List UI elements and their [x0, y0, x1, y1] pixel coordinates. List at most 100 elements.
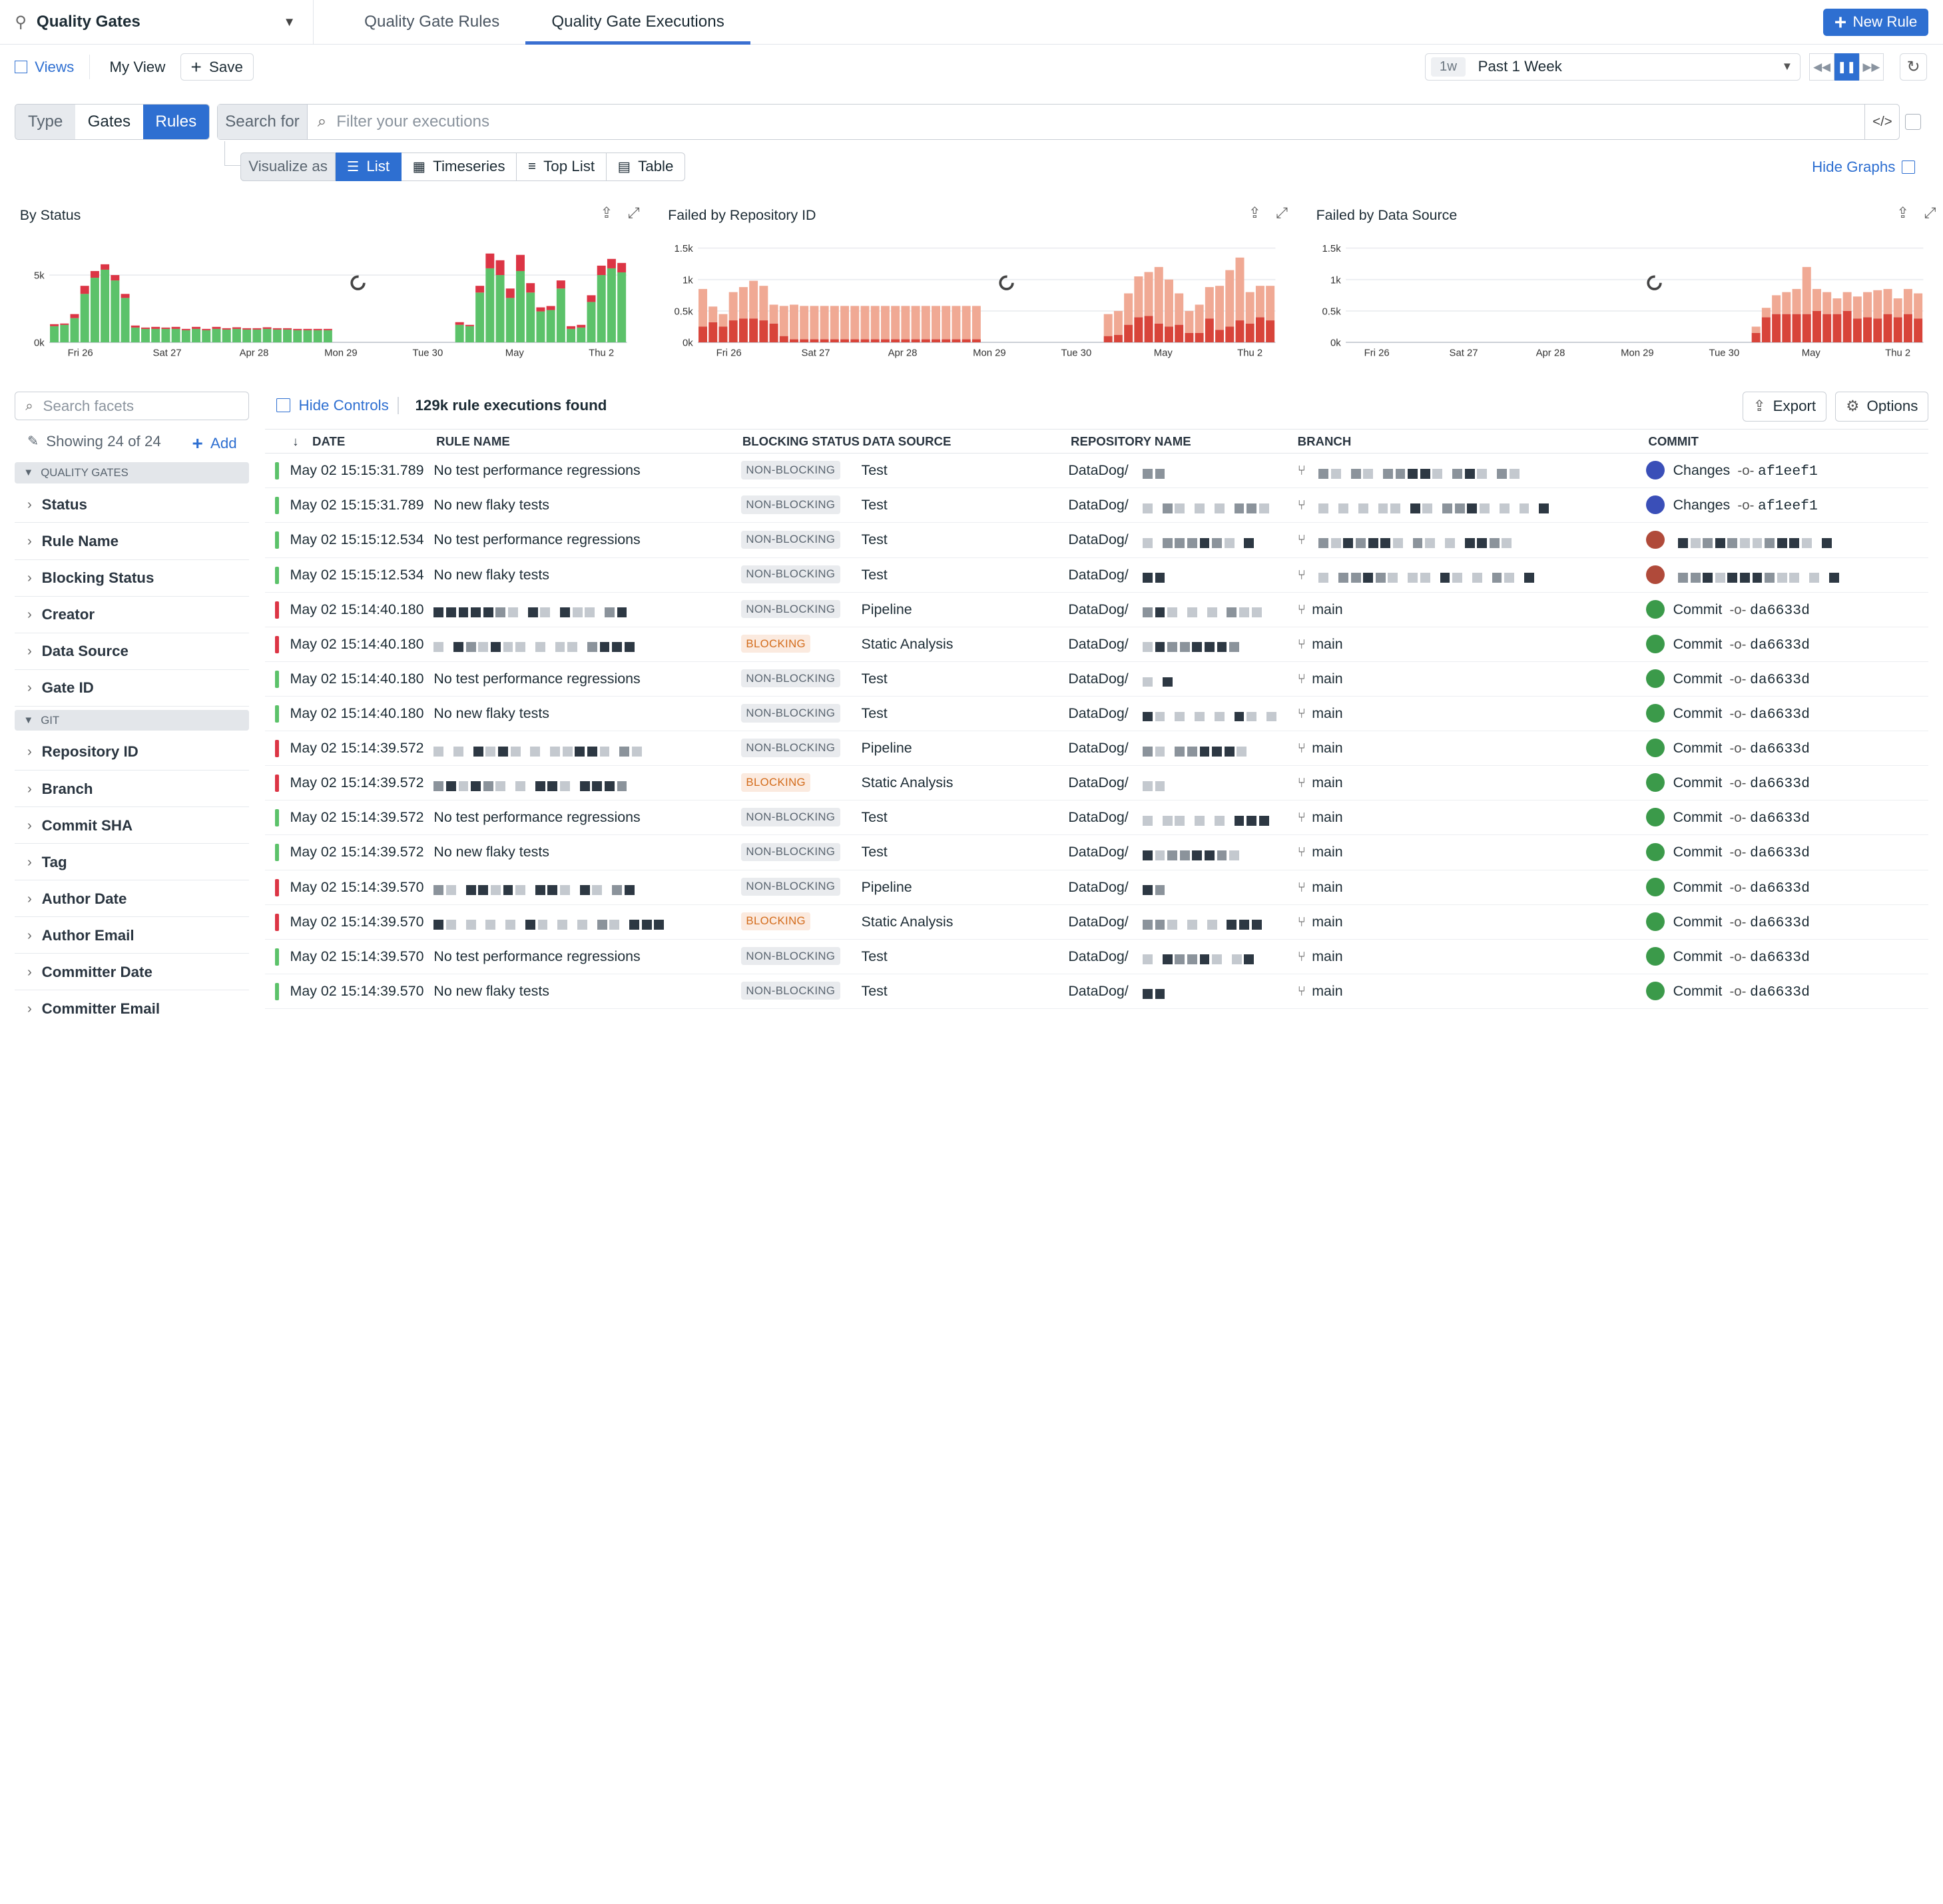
table-row[interactable]: May 02 15:15:12.534 No test performance r… — [265, 523, 1928, 558]
bar[interactable] — [931, 305, 940, 339]
bar[interactable] — [860, 305, 870, 339]
bar[interactable] — [141, 327, 150, 329]
type-option-rules[interactable]: Rules — [142, 105, 209, 140]
bar[interactable] — [769, 304, 778, 324]
bar[interactable] — [475, 285, 485, 292]
quality-gates-selector[interactable]: ⚲ Quality Gates ▼ — [0, 0, 314, 45]
bar[interactable] — [1842, 310, 1852, 342]
bar[interactable] — [587, 294, 596, 302]
bar[interactable] — [738, 286, 748, 318]
facet-item[interactable]: › Author Email — [15, 918, 250, 954]
bar[interactable] — [1792, 288, 1801, 314]
bar[interactable] — [212, 328, 221, 342]
bar[interactable] — [617, 272, 627, 342]
bar[interactable] — [759, 285, 768, 320]
bar[interactable] — [1195, 304, 1204, 333]
bar[interactable] — [536, 311, 545, 342]
bar[interactable] — [182, 328, 191, 330]
bar[interactable] — [962, 305, 971, 339]
bar[interactable] — [182, 330, 191, 342]
bar[interactable] — [485, 253, 495, 268]
bar[interactable] — [546, 310, 555, 342]
bar[interactable] — [810, 338, 819, 342]
bar[interactable] — [952, 338, 961, 342]
table-row[interactable]: May 02 15:14:40.180 NON-BLOCKING Pipeline D… — [265, 592, 1928, 627]
bar[interactable] — [1185, 332, 1194, 342]
facet-item[interactable]: › Tag — [15, 844, 250, 881]
hide-graphs-button[interactable]: Hide Graphs — [1812, 159, 1916, 176]
bar[interactable] — [1893, 298, 1902, 317]
bar[interactable] — [222, 328, 232, 330]
bar[interactable] — [1822, 314, 1832, 342]
bar[interactable] — [161, 328, 170, 342]
table-row[interactable]: May 02 15:15:31.789 No new flaky tests NON… — [265, 488, 1928, 523]
bar[interactable] — [779, 305, 788, 336]
bar[interactable] — [516, 270, 525, 342]
bar[interactable] — [1265, 285, 1274, 320]
facet-search-input[interactable]: ⌕ Search facets — [15, 392, 250, 420]
facet-item[interactable]: › Blocking Status — [15, 561, 250, 597]
new-rule-button[interactable]: + New Rule — [1822, 9, 1929, 36]
bar[interactable] — [597, 274, 607, 342]
column-branch[interactable]: BRANCH — [1297, 434, 1352, 449]
bar[interactable] — [121, 293, 130, 298]
bar[interactable] — [262, 327, 272, 329]
bar[interactable] — [252, 328, 262, 330]
rewind-icon[interactable]: ◀◀ — [1809, 53, 1834, 81]
bar[interactable] — [972, 338, 981, 342]
bar[interactable] — [1123, 293, 1133, 325]
bar[interactable] — [192, 328, 201, 342]
bar[interactable] — [901, 305, 910, 339]
bar[interactable] — [890, 338, 900, 342]
bar[interactable] — [830, 305, 839, 339]
bar[interactable] — [111, 274, 120, 280]
column-rule-name[interactable]: RULE NAME — [436, 434, 510, 449]
bar[interactable] — [779, 336, 788, 342]
bar[interactable] — [81, 285, 90, 294]
facet-section-header[interactable]: ▼ QUALITY GATES — [15, 462, 250, 483]
column-date[interactable]: DATE — [312, 434, 346, 449]
bar[interactable] — [587, 302, 596, 342]
bar[interactable] — [1174, 324, 1183, 342]
bar[interactable] — [242, 328, 252, 330]
bar[interactable] — [708, 306, 717, 322]
bar[interactable] — [799, 338, 808, 342]
table-row[interactable]: May 02 15:14:40.180 No new flaky tests NON… — [265, 697, 1928, 732]
bar[interactable] — [242, 329, 252, 342]
bar[interactable] — [1812, 310, 1822, 342]
bar[interactable] — [1134, 316, 1143, 342]
bar[interactable] — [1893, 316, 1902, 342]
bar[interactable] — [617, 262, 627, 272]
bar[interactable] — [1873, 290, 1882, 318]
bar[interactable] — [911, 305, 920, 339]
hide-controls-button[interactable]: Hide Controls — [276, 397, 389, 414]
bar[interactable] — [1822, 292, 1832, 314]
bar[interactable] — [728, 320, 738, 342]
bar[interactable] — [1914, 293, 1923, 318]
commit-cell[interactable]: Commit -o-da6633d — [1673, 809, 1810, 826]
bar[interactable] — [1832, 314, 1842, 342]
bar[interactable] — [1235, 320, 1245, 342]
export-icon[interactable]: ⇪ — [1248, 204, 1261, 222]
bar[interactable] — [941, 305, 950, 339]
bar[interactable] — [273, 329, 282, 342]
bar[interactable] — [202, 328, 211, 330]
bar[interactable] — [252, 329, 262, 342]
table-row[interactable]: May 02 15:14:39.572 No test performance r… — [265, 800, 1928, 836]
expand-icon[interactable]: ⤢ — [1275, 204, 1288, 222]
bar[interactable] — [293, 328, 302, 330]
bar[interactable] — [1205, 286, 1214, 318]
bar[interactable] — [192, 326, 201, 329]
facet-item[interactable]: › Committer Date — [15, 954, 250, 991]
pause-icon[interactable]: ❚❚ — [1834, 53, 1859, 81]
column-commit[interactable]: COMMIT — [1648, 434, 1699, 449]
bar[interactable] — [91, 270, 100, 278]
bar[interactable] — [1103, 336, 1113, 342]
bar[interactable] — [941, 338, 950, 342]
bar[interactable] — [708, 322, 717, 342]
bar[interactable] — [597, 265, 607, 275]
bar[interactable] — [526, 282, 535, 292]
bar[interactable] — [728, 292, 738, 320]
facet-item[interactable]: › Data Source — [15, 634, 250, 670]
commit-cell[interactable]: Commit -o-da6633d — [1673, 948, 1810, 966]
